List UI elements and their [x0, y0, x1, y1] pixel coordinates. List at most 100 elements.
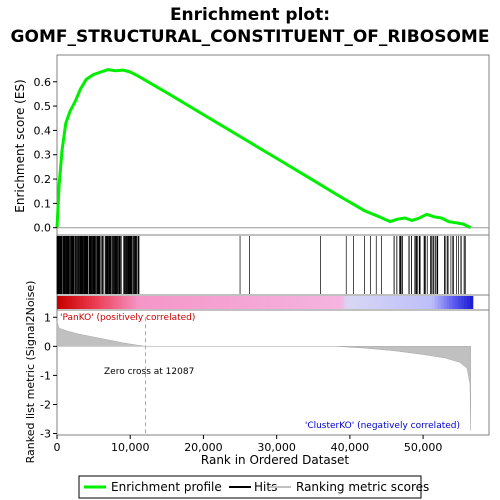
legend-label-enrichment: Enrichment profile [111, 480, 222, 494]
heatmap-cell [86, 296, 90, 309]
heatmap-cell [229, 296, 234, 309]
heatmap-cell [431, 296, 436, 309]
heatmap-cell [323, 296, 327, 309]
heatmap-cell [270, 296, 275, 309]
heatmap-cell [203, 296, 207, 309]
heatmap-cell [461, 296, 465, 309]
axes-layer: 0.00.10.20.30.40.50.610-1-2-30 10,000 20,0… [34, 76, 443, 454]
heatmap-cell [153, 296, 157, 309]
heatmap-cell [467, 296, 471, 309]
pos-corr-label: 'PanKO' (positively correlated) [60, 313, 195, 323]
heatmap-cell [118, 296, 122, 309]
heatmap-cell [194, 296, 198, 309]
heatmap-cell [124, 296, 128, 309]
heatmap-cell [408, 296, 412, 309]
heatmap-cell [314, 296, 319, 309]
heatmap-cell [127, 296, 131, 309]
heatmap-layer [57, 296, 474, 309]
es-axis-title: Enrichment score (ES) [13, 79, 27, 212]
heatmap-cell [387, 296, 392, 309]
hits-layer [56, 236, 466, 294]
x-tick-label: 40,000 [331, 441, 370, 454]
heatmap-cell [358, 296, 362, 309]
heatmap-cell [241, 296, 245, 309]
heatmap-cell [264, 296, 269, 309]
metric-panel [56, 309, 490, 436]
heatmap-cell [402, 296, 406, 309]
heatmap-cell [320, 296, 324, 309]
heatmap-cell [57, 296, 61, 309]
heatmap-cell [112, 296, 116, 309]
heatmap-cell [411, 296, 415, 309]
heatmap-cell [139, 296, 143, 309]
heatmap-cell [276, 296, 280, 309]
heatmap-cell [165, 296, 169, 309]
heatmap-cell [282, 296, 286, 309]
heatmap-cell [335, 296, 339, 309]
heatmap-cell [361, 296, 365, 309]
legend-label-ranking: Ranking metric scores [296, 480, 429, 494]
heatmap-cell [121, 296, 125, 309]
heatmap-cell [215, 296, 219, 309]
heatmap-cell [367, 296, 371, 309]
heatmap-cell [136, 296, 140, 309]
heatmap-cell [197, 296, 201, 309]
metric-y-tick-label: 1 [44, 311, 51, 324]
heatmap-cell [326, 296, 330, 309]
heatmap-cell [174, 296, 178, 309]
heatmap-cell [405, 296, 409, 309]
heatmap-cell [279, 296, 283, 309]
heatmap-cell [133, 296, 137, 309]
heatmap-cell [62, 296, 67, 309]
legend: Enrichment profile Hits Ranking metric s… [78, 475, 429, 499]
chart-title-line1: Enrichment plot: [170, 5, 330, 25]
es-y-tick-label: 0.1 [34, 197, 52, 210]
heatmap-cell [332, 296, 336, 309]
heatmap-cell [344, 296, 348, 309]
heatmap-cell [256, 296, 260, 309]
legend-label-hits: Hits [254, 480, 277, 494]
es-y-tick-label: 0.5 [34, 100, 52, 113]
heatmap-cell [426, 296, 430, 309]
es-y-tick-label: 0.3 [34, 149, 52, 162]
metric-layer [56, 317, 471, 435]
heatmap-cell [162, 296, 166, 309]
heatmap-cell [253, 296, 257, 309]
heatmap-cell [180, 296, 184, 309]
heatmap-cell [238, 296, 242, 309]
heatmap-cell [68, 296, 73, 309]
heatmap-cell [100, 296, 105, 309]
heatmap-cell [80, 296, 84, 309]
heatmap-cell [144, 296, 149, 309]
heatmap-cell [341, 296, 345, 309]
heatmap-cell [317, 296, 321, 309]
es-layer [55, 68, 489, 230]
heatmap-cell [221, 296, 225, 309]
heatmap-cell [247, 296, 251, 309]
neg-corr-label: 'ClusterKO' (negatively correlated) [305, 421, 460, 431]
heatmap-cell [92, 296, 96, 309]
heatmap-cell [458, 296, 462, 309]
heatmap-cell [455, 296, 459, 309]
heatmap-cell [364, 296, 368, 309]
heatmap-cell [244, 296, 248, 309]
heatmap-cell [185, 296, 190, 309]
chart-title-line2: GOMF_STRUCTURAL_CONSTITUENT_OF_RIBOSOME [11, 27, 490, 47]
heatmap-cell [59, 296, 64, 309]
heatmap-cell [106, 296, 111, 309]
heatmap-cell [338, 296, 342, 309]
heatmap-cell [469, 296, 474, 309]
heatmap-cell [303, 296, 307, 309]
es-y-tick-label: 0.0 [34, 222, 52, 235]
x-tick-label: 50,000 [404, 441, 443, 454]
heatmap-cell [464, 296, 468, 309]
metric-y-tick-label: -3 [40, 428, 51, 441]
heatmap-cell [191, 296, 196, 309]
heatmap-cell [150, 296, 155, 309]
heatmap-cell [141, 296, 146, 309]
heatmap-cell [235, 296, 239, 309]
heatmap-cell [262, 296, 266, 309]
heatmap-cell [130, 296, 134, 309]
heatmap-cell [291, 296, 295, 309]
